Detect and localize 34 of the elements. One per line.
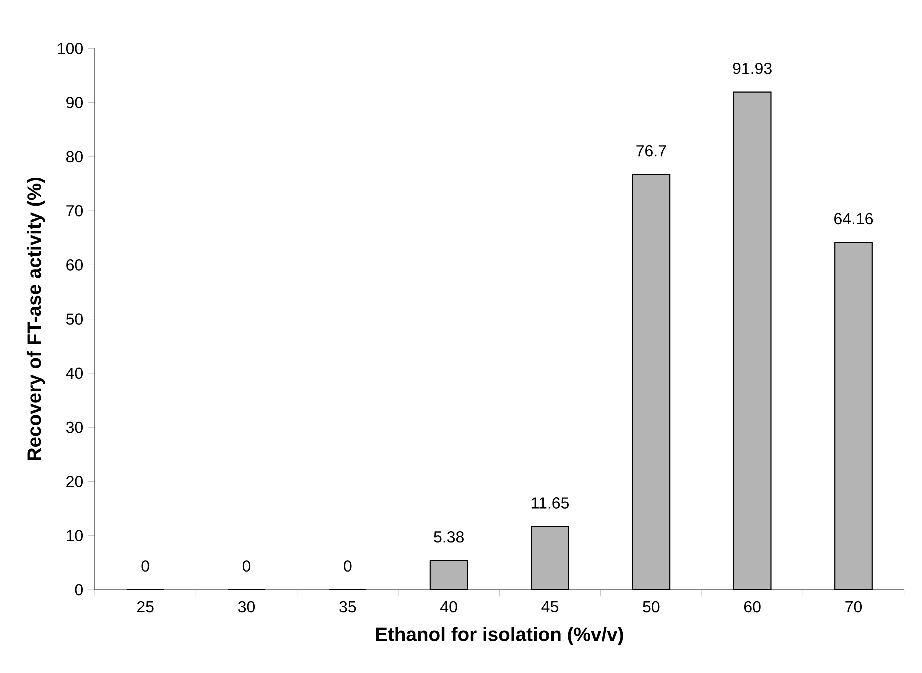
y-tick-label: 30 bbox=[66, 422, 84, 434]
x-tick-label: 30 bbox=[238, 601, 256, 613]
y-axis-title: Recovery of FT-ase activity (%) bbox=[27, 178, 46, 460]
y-tick-label: 90 bbox=[66, 97, 84, 108]
x-tick-label: 45 bbox=[542, 601, 558, 613]
y-tick-label: 0 bbox=[75, 584, 84, 596]
x-tick-label: 35 bbox=[340, 601, 356, 613]
x-tick-label: 70 bbox=[846, 601, 862, 613]
data-label: 91.93 bbox=[733, 62, 772, 74]
x-axis-title: Ethanol for isolation (%v/v) bbox=[376, 627, 624, 646]
data-label: 11.65 bbox=[532, 498, 569, 509]
y-tick-label: 50 bbox=[66, 314, 84, 325]
x-tick-label: 50 bbox=[643, 601, 660, 613]
data-label: 0 bbox=[142, 560, 150, 572]
y-tick-label: 10 bbox=[67, 530, 84, 542]
data-label: 5.38 bbox=[434, 531, 464, 543]
bar bbox=[531, 526, 570, 590]
y-tick-label: 60 bbox=[66, 260, 84, 271]
bar bbox=[733, 92, 772, 590]
y-tick-label: 100 bbox=[58, 42, 84, 54]
data-label: 76.7 bbox=[636, 145, 666, 157]
y-tick-label: 20 bbox=[66, 476, 84, 488]
bar bbox=[632, 174, 671, 590]
x-tick-label: 25 bbox=[137, 601, 154, 613]
y-tick-label: 80 bbox=[66, 151, 84, 163]
y-tick-label: 70 bbox=[66, 205, 84, 217]
data-label: 64.16 bbox=[834, 213, 874, 225]
data-label: 0 bbox=[242, 560, 251, 572]
bar bbox=[430, 560, 468, 590]
x-tick-label: 40 bbox=[440, 601, 458, 613]
x-tick-label: 60 bbox=[744, 601, 761, 613]
y-tick-label: 40 bbox=[66, 368, 84, 380]
data-label: 0 bbox=[344, 560, 352, 572]
bar bbox=[834, 242, 873, 590]
